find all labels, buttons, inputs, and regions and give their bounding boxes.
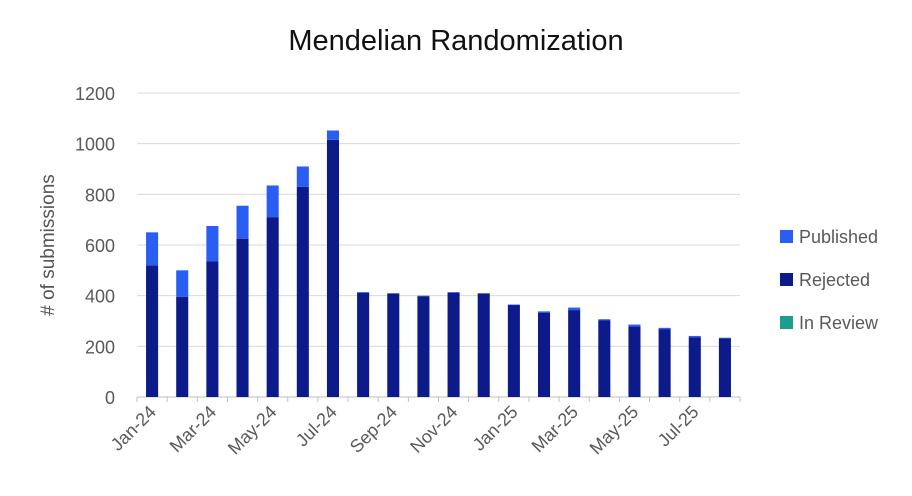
gridlines <box>137 92 740 398</box>
y-tick-label: 600 <box>85 236 115 256</box>
x-tick-label: Mar-25 <box>528 402 582 456</box>
x-tick-label: Jan-25 <box>469 402 522 455</box>
legend-swatch <box>780 273 793 286</box>
x-tick-label: May-25 <box>586 402 643 459</box>
bar-published <box>326 130 340 140</box>
bar-published <box>537 311 551 313</box>
x-tick-label: Mar-24 <box>166 402 220 456</box>
bar-published <box>357 292 370 293</box>
bar-rejected <box>296 186 309 397</box>
bar-rejected <box>447 292 460 397</box>
legend-swatch <box>780 316 793 329</box>
legend-label: In Review <box>799 313 879 333</box>
bar-rejected <box>507 305 520 397</box>
bar-published <box>206 226 219 262</box>
bar-rejected <box>236 238 249 397</box>
bar-published <box>176 270 189 297</box>
y-tick-label: 1000 <box>75 135 115 155</box>
bar-published <box>417 295 430 297</box>
bar-rejected <box>537 312 551 397</box>
bar-rejected <box>417 296 430 397</box>
bar-rejected <box>718 338 731 397</box>
bar-published <box>477 293 490 294</box>
bar-rejected <box>628 326 641 397</box>
y-tick-label: 200 <box>85 337 115 357</box>
bar-published <box>628 324 641 327</box>
bar-rejected <box>568 310 581 397</box>
bar-published <box>688 335 701 338</box>
bar-rejected <box>266 217 279 397</box>
bar-published <box>266 185 279 218</box>
bar-published <box>658 327 671 330</box>
bar-published <box>146 232 159 266</box>
bar-published <box>507 304 520 306</box>
bar-published <box>387 293 400 294</box>
bar-rejected <box>146 265 159 397</box>
bars <box>146 130 731 397</box>
x-tick-label: Sep-24 <box>346 402 401 457</box>
bar-published <box>568 307 581 311</box>
y-tick-label: 400 <box>85 287 115 307</box>
y-tick-label: 0 <box>105 388 115 408</box>
x-tick-labels: Jan-24 Mar-24 May-24 Jul-24 Sep-24 Nov-24 Jan-… <box>107 397 741 459</box>
x-tick-label: May-24 <box>224 402 281 459</box>
bar-published <box>236 205 249 239</box>
legend-label: Rejected <box>799 270 870 290</box>
bar-published <box>296 166 309 187</box>
y-tick-label: 800 <box>85 185 115 205</box>
bar-published <box>718 337 731 339</box>
bar-rejected <box>326 139 340 397</box>
bar-rejected <box>598 320 611 397</box>
x-tick-label: Nov-24 <box>406 402 461 457</box>
legend-swatch <box>780 230 793 243</box>
bar-published <box>598 319 611 321</box>
x-tick-label: Jul-24 <box>292 402 341 451</box>
bar-rejected <box>658 329 671 397</box>
y-tick-labels: 0 200 400 600 800 1000 1200 <box>75 84 115 408</box>
bar-rejected <box>387 293 400 397</box>
x-tick-label: Jul-25 <box>654 402 703 451</box>
bar-rejected <box>688 337 701 397</box>
bar-rejected <box>206 261 219 397</box>
y-tick-label: 1200 <box>75 84 115 104</box>
bar-published <box>447 292 460 293</box>
chart-title: Mendelian Randomization <box>288 25 623 57</box>
legend: Published Rejected In Review <box>780 227 879 333</box>
bar-rejected <box>477 293 490 397</box>
bar-rejected <box>176 296 189 397</box>
bar-rejected <box>357 292 370 397</box>
y-axis-label: # of submissions <box>38 174 59 316</box>
legend-label: Published <box>799 227 878 247</box>
x-tick-label: Jan-24 <box>107 402 160 455</box>
